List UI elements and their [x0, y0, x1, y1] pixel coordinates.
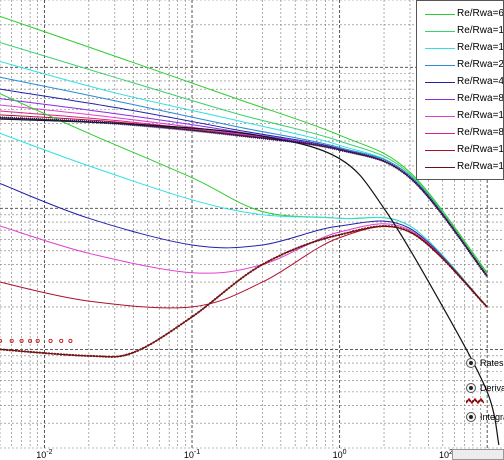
- derivative-curve-0: [0, 93, 488, 308]
- legend-label: Re/Rwa=28: [457, 59, 504, 70]
- legend-label: Re/Rwa=1,: [457, 161, 504, 172]
- legend-label: Re/Rwa=12: [457, 25, 504, 36]
- rate-curve-5: [0, 98, 488, 277]
- legend-label: Re/Rwa=16: [457, 110, 504, 121]
- rate-curve-8: [0, 114, 488, 277]
- rate-curve-0: [0, 15, 488, 274]
- scroll-box[interactable]: [452, 449, 504, 460]
- legend: Re/Rwa=6 Re/Rwa=12 Re/Rwa=18 Re/Rwa=28 Re/Rw…: [416, 0, 504, 180]
- legend-swatch: [425, 65, 455, 66]
- legend-label: Re/Rwa=80: [457, 93, 504, 104]
- legend-item: Re/Rwa=28: [417, 58, 503, 73]
- legend-swatch: [425, 133, 455, 134]
- legend-swatch: [425, 48, 455, 49]
- legend-label: Re/Rwa=80: [457, 127, 504, 138]
- data-points-rates: [0, 116, 489, 278]
- legend-swatch: [425, 14, 455, 15]
- legend-swatch: [425, 99, 455, 100]
- derivative-marker-5: [48, 338, 53, 343]
- legend-label: Re/Rwa=6: [457, 8, 504, 19]
- x-tick-label: 10-2: [36, 449, 52, 460]
- integral-radio-icon[interactable]: [466, 412, 476, 422]
- derivative-curve-4: [0, 225, 488, 309]
- derivative-marker-4: [35, 338, 40, 343]
- legend-item: Re/Rwa=10: [417, 143, 503, 158]
- curves: [0, 15, 500, 446]
- legend-item: Re/Rwa=80: [417, 92, 503, 107]
- derivative-curve-3: [0, 223, 488, 308]
- derivative-marker-6: [59, 338, 64, 343]
- legend-swatch: [425, 150, 455, 151]
- x-tick-label: 10-1: [184, 449, 200, 460]
- legend-item: Re/Rwa=80: [417, 126, 503, 141]
- rate-curve-1: [0, 42, 488, 275]
- legend-swatch: [425, 82, 455, 83]
- legend-item: Re/Rwa=12: [417, 24, 503, 39]
- integral-option[interactable]: Integra: [466, 410, 504, 426]
- legend-swatch: [425, 116, 455, 117]
- derivative-option[interactable]: Derivat: [466, 381, 504, 397]
- derivative-marker-1: [9, 338, 14, 343]
- derivative-radio-icon[interactable]: [466, 383, 476, 393]
- legend-item: Re/Rwa=18: [417, 41, 503, 56]
- rates-label: Rates: [480, 358, 504, 368]
- data-points-derivative: [0, 225, 488, 358]
- derivative-marker-3: [28, 338, 33, 343]
- legend-label: Re/Rwa=10: [457, 144, 504, 155]
- rates-option[interactable]: Rates: [466, 356, 504, 372]
- legend-label: Re/Rwa=40: [457, 76, 504, 87]
- marker-pattern-icon: [466, 398, 484, 404]
- derivative-curve-1: [0, 132, 488, 308]
- legend-item: Re/Rwa=40: [417, 75, 503, 90]
- derivative-marker-7: [68, 338, 73, 343]
- legend-item: Re/Rwa=16: [417, 109, 503, 124]
- legend-swatch: [425, 31, 455, 32]
- derivative-curve-2: [0, 183, 488, 308]
- legend-item: Re/Rwa=1,: [417, 160, 503, 175]
- rate-curve-9: [0, 117, 488, 277]
- x-tick-labels: 10-210-1100101102: [36, 449, 494, 460]
- derivative-label: Derivat: [480, 383, 504, 393]
- integral-label: Integra: [480, 412, 504, 422]
- integral-curve-0: [0, 118, 500, 446]
- derivative-marker-2: [19, 338, 24, 343]
- x-tick-label: 100: [333, 449, 347, 460]
- derivative-marker-0: [0, 338, 2, 343]
- legend-item: Re/Rwa=6: [417, 7, 503, 22]
- rate-curve-2: [0, 61, 488, 277]
- x-tick-label: 102: [439, 449, 453, 460]
- rates-radio-icon[interactable]: [466, 358, 476, 368]
- legend-label: Re/Rwa=18: [457, 42, 504, 53]
- legend-swatch: [425, 167, 455, 168]
